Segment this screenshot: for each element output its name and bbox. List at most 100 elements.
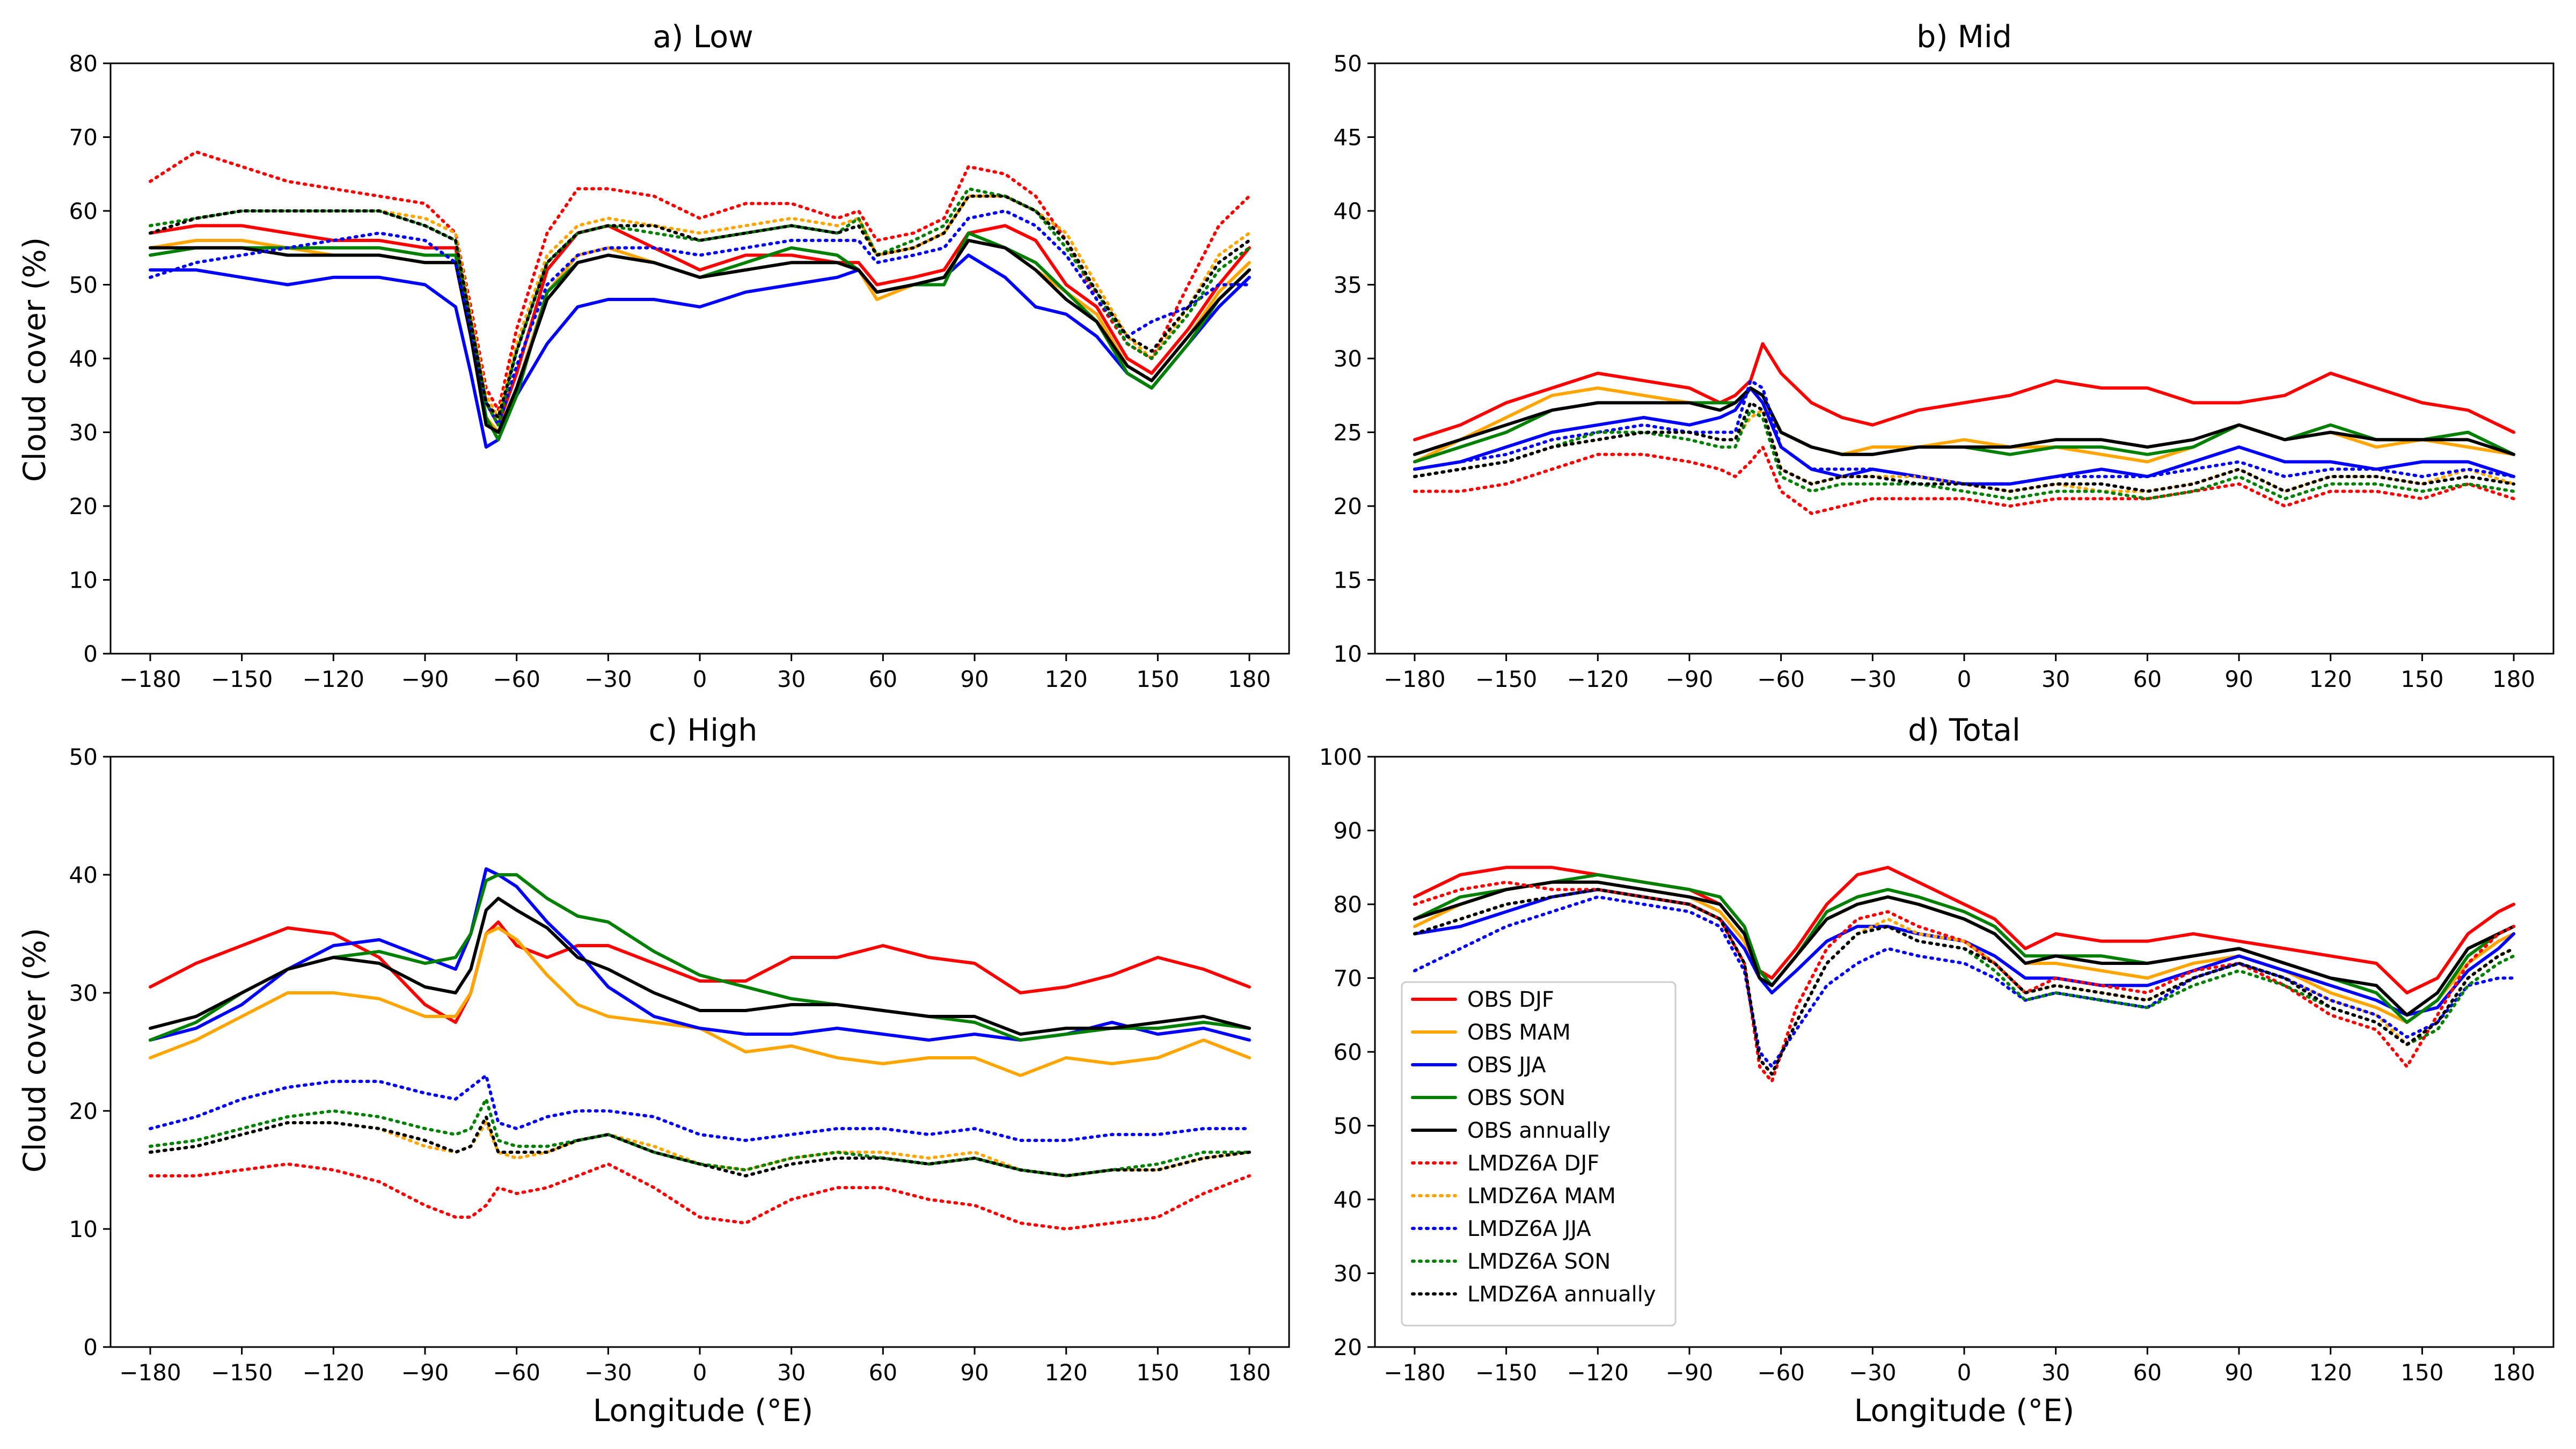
x-tick-label: −150 — [211, 666, 273, 692]
x-tick-label: −150 — [211, 1359, 273, 1386]
x-tick-label: −90 — [1666, 1359, 1714, 1386]
x-tick-label: 150 — [1136, 666, 1179, 692]
y-tick-label: 50 — [69, 272, 98, 298]
series-line — [149, 224, 1251, 427]
series-line — [1413, 880, 2515, 1017]
x-tick-label: −60 — [1757, 1359, 1805, 1386]
x-tick-label: −30 — [1849, 1359, 1897, 1386]
series-line — [149, 926, 1251, 1077]
x-tick-label: 90 — [960, 1359, 989, 1386]
y-tick-label: 60 — [1334, 1039, 1362, 1065]
x-tick-label: −30 — [1849, 666, 1897, 692]
series-line — [149, 1162, 1251, 1231]
legend: OBS DJF OBS MAM OBS JJA OBS SON OBS annually… — [1401, 981, 1677, 1327]
y-tick-label: 0 — [83, 641, 98, 667]
y-tick-label: 50 — [1334, 1113, 1362, 1139]
x-tick-label: −60 — [493, 1359, 540, 1386]
x-tick-label: 90 — [2224, 1359, 2253, 1386]
legend-label: OBS MAM — [1467, 1020, 1571, 1045]
y-tick-label: 35 — [1334, 272, 1362, 298]
series-line — [149, 209, 1251, 427]
x-tick-label: −150 — [1475, 666, 1537, 692]
y-tick-label: 50 — [69, 744, 98, 770]
x-tick-label: 0 — [693, 666, 707, 692]
series-line — [1413, 888, 2515, 1076]
series-group — [1413, 866, 2515, 1083]
x-tick-label: −180 — [1384, 1359, 1445, 1386]
legend-label: OBS annually — [1467, 1118, 1611, 1143]
y-tick-label: 70 — [1334, 965, 1362, 992]
legend-label: OBS SON — [1467, 1086, 1565, 1110]
legend-label: OBS JJA — [1467, 1053, 1546, 1078]
x-tick-label: −60 — [1757, 666, 1805, 692]
y-tick-label: 40 — [69, 346, 98, 372]
y-tick-label: 80 — [69, 50, 98, 77]
panel-title: a) Low — [653, 19, 753, 55]
x-tick-label: 180 — [1228, 666, 1271, 692]
series-group — [1413, 342, 2515, 515]
y-axis-label: Cloud cover (%) — [17, 928, 53, 1173]
x-tick-label: −180 — [119, 1359, 181, 1386]
y-tick-label: 60 — [69, 198, 98, 224]
x-tick-label: 60 — [2133, 666, 2162, 692]
panel-total: d) Total Longitude (°E) −180 −150 −120 −90 −… — [1319, 713, 2555, 1429]
x-tick-label: 180 — [1228, 1359, 1271, 1386]
series-line — [1413, 379, 2515, 486]
x-tick-label: 150 — [2401, 666, 2443, 692]
series-line — [149, 1074, 1251, 1142]
series-line — [1413, 880, 2515, 1083]
x-tick-label: −30 — [584, 666, 632, 692]
series-line — [149, 897, 1251, 1036]
series-line — [149, 194, 1251, 419]
y-tick-label: 45 — [1334, 125, 1362, 151]
x-tick-label: −180 — [1384, 666, 1445, 692]
y-tick-label: 40 — [69, 862, 98, 888]
x-tick-label: 0 — [693, 1359, 707, 1386]
series-line — [1413, 386, 2515, 486]
y-tick-label: 100 — [1319, 744, 1362, 770]
series-line — [149, 920, 1251, 1024]
x-tick-label: 120 — [2309, 666, 2352, 692]
x-tick-label: 30 — [2041, 666, 2070, 692]
y-tick-label: 25 — [1334, 420, 1362, 446]
series-line — [149, 1115, 1251, 1177]
y-tick-label: 30 — [69, 420, 98, 446]
y-tick-label: 20 — [1334, 1334, 1362, 1360]
x-tick-label: 180 — [2492, 666, 2535, 692]
series-line — [1413, 342, 2515, 442]
panel-high: c) High Cloud cover (%) Longitude (°E) −… — [17, 713, 1290, 1429]
y-tick-label: 10 — [69, 1216, 98, 1242]
legend-label: LMDZ6A annually — [1467, 1282, 1656, 1307]
x-tick-label: −90 — [1666, 666, 1714, 692]
x-tick-label: −150 — [1475, 1359, 1537, 1386]
x-tick-label: 150 — [1136, 1359, 1179, 1386]
series-group — [149, 150, 1251, 449]
x-tick-label: 150 — [2401, 1359, 2443, 1386]
y-tick-label: 70 — [69, 125, 98, 151]
y-tick-label: 50 — [1334, 50, 1362, 77]
x-tick-label: 30 — [777, 666, 806, 692]
series-line — [149, 253, 1251, 449]
series-line — [149, 150, 1251, 412]
x-tick-label: 180 — [2492, 1359, 2535, 1386]
y-tick-label: 30 — [69, 980, 98, 1006]
x-tick-label: 120 — [2309, 1359, 2352, 1386]
panel-mid: b) Mid −180 −150 −120 −90 −60 −30 0 30 60 90 120 15… — [1334, 19, 2555, 692]
x-tick-label: −120 — [1567, 666, 1629, 692]
y-tick-label: 40 — [1334, 198, 1362, 224]
series-line — [1413, 401, 2515, 493]
x-axis-label: Longitude (°E) — [1854, 1393, 2075, 1429]
x-tick-label: 0 — [1957, 1359, 1972, 1386]
x-tick-label: −90 — [401, 1359, 449, 1386]
y-tick-label: 20 — [1334, 493, 1362, 519]
x-tick-label: −90 — [401, 666, 449, 692]
series-line — [149, 187, 1251, 427]
x-axis-label: Longitude (°E) — [593, 1393, 814, 1429]
panel-title: d) Total — [1908, 713, 2021, 748]
y-tick-label: 10 — [69, 567, 98, 594]
series-line — [149, 873, 1251, 1042]
x-tick-label: 120 — [1045, 1359, 1088, 1386]
panel-low: a) Low Cloud cover (%) −180 −150 −120 −90 −6… — [17, 19, 1290, 692]
y-tick-label: 15 — [1334, 567, 1362, 594]
